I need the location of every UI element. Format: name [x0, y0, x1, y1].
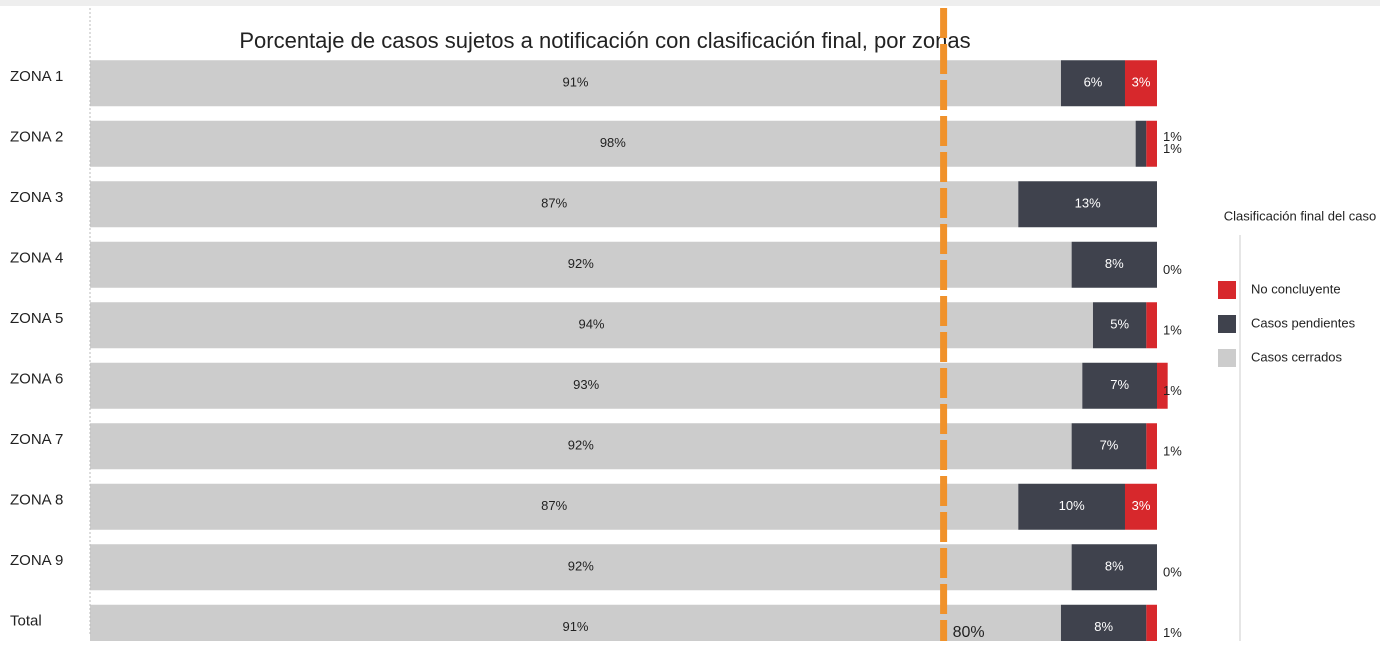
data-label: 3%: [1132, 75, 1151, 90]
data-label: 1%: [1163, 141, 1182, 156]
data-label: 0%: [1163, 262, 1182, 277]
data-label: 8%: [1105, 256, 1124, 271]
data-label: 10%: [1059, 498, 1085, 513]
bar-segment: [1124, 60, 1157, 107]
data-label: 8%: [1094, 619, 1113, 634]
bar-segment: [1146, 120, 1157, 167]
data-label: 1%: [1163, 625, 1182, 640]
bar-segment: [90, 181, 1019, 228]
legend-swatch: [1218, 315, 1236, 333]
bar-segment: [90, 483, 1019, 530]
data-label: 93%: [573, 377, 599, 392]
y-tick-label: ZONA 6: [10, 371, 63, 388]
legend-label: No concluyente: [1251, 281, 1341, 296]
data-label: 7%: [1100, 438, 1119, 453]
bar-segment: [90, 302, 1093, 349]
data-label: 3%: [1132, 498, 1151, 513]
bar-segment: [1060, 60, 1125, 107]
y-tick-label: ZONA 3: [10, 189, 63, 206]
data-label: 5%: [1110, 317, 1129, 332]
legend-label: Casos cerrados: [1251, 349, 1343, 364]
reference-label: 80%: [953, 624, 985, 641]
data-label: 13%: [1075, 196, 1101, 211]
y-tick-label: ZONA 1: [10, 68, 63, 85]
bar-segment: [90, 604, 1061, 646]
bar-segment: [1146, 423, 1157, 470]
top-bar: [0, 0, 1380, 6]
bar-segment: [1124, 483, 1157, 530]
bar-segment: [1018, 181, 1157, 228]
data-label: 92%: [568, 256, 594, 271]
chart-title: Porcentaje de casos sujetos a notificaci…: [239, 28, 970, 53]
bar-segment: [90, 241, 1072, 288]
data-label: 1%: [1163, 383, 1182, 398]
y-tick-label: ZONA 4: [10, 250, 63, 267]
data-label: 1%: [1163, 444, 1182, 459]
data-label: 1%: [1163, 323, 1182, 338]
bar-segment: [1082, 362, 1157, 409]
legend-label: Casos pendientes: [1251, 315, 1356, 330]
bar-segment: [90, 423, 1072, 470]
data-label: 94%: [578, 317, 604, 332]
bar-segment: [1135, 120, 1147, 167]
legend-swatch: [1218, 349, 1236, 367]
y-tick-label: ZONA 5: [10, 310, 63, 327]
bar-segment: [1146, 604, 1157, 646]
data-label: 0%: [1163, 565, 1182, 580]
bar-segment: [1071, 241, 1157, 288]
data-label: 8%: [1105, 559, 1124, 574]
legend-swatch: [1218, 281, 1236, 299]
data-label: 1%: [1163, 129, 1182, 144]
bar-segment: [1071, 544, 1157, 591]
y-tick-label: ZONA 9: [10, 552, 63, 569]
data-label: 91%: [562, 75, 588, 90]
data-label: 87%: [541, 498, 567, 513]
bar-segment: [1146, 302, 1157, 349]
bar-segment: [90, 544, 1072, 591]
data-label: 7%: [1110, 377, 1129, 392]
data-label: 6%: [1084, 75, 1103, 90]
bar-segment: [1157, 362, 1168, 409]
bar-segment: [90, 362, 1083, 409]
y-tick-label: ZONA 2: [10, 129, 63, 146]
bar-segment: [1092, 302, 1147, 349]
y-tick-label: ZONA 7: [10, 431, 63, 448]
bar-segment: [90, 60, 1061, 107]
y-tick-label: Total: [10, 613, 42, 630]
bar-segment: [1018, 483, 1125, 530]
legend-title: Clasificación final del caso: [1224, 208, 1376, 223]
data-label: 91%: [562, 619, 588, 634]
bar-segment: [90, 120, 1136, 167]
bar-segment: [1060, 604, 1147, 646]
data-label: 92%: [568, 559, 594, 574]
data-label: 87%: [541, 196, 567, 211]
data-label: 98%: [600, 135, 626, 150]
y-tick-label: ZONA 8: [10, 492, 63, 509]
data-label: 92%: [568, 438, 594, 453]
bar-segment: [1071, 423, 1147, 470]
